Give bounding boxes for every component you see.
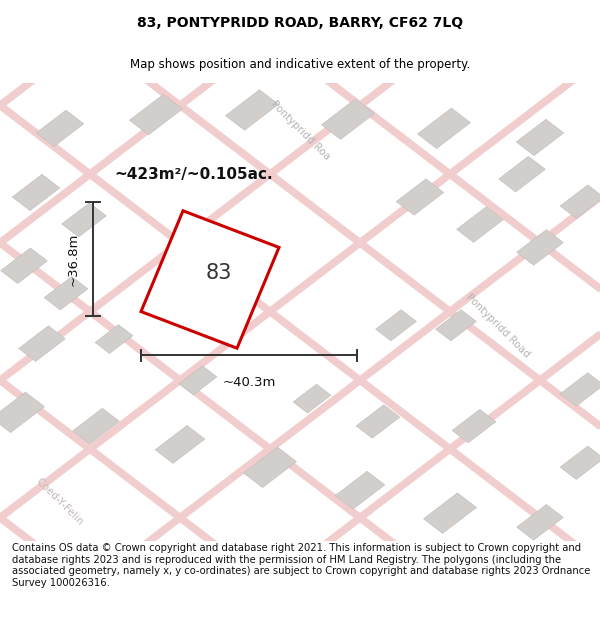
Text: 83: 83 xyxy=(206,262,232,282)
Polygon shape xyxy=(1,248,47,284)
Polygon shape xyxy=(179,366,217,395)
Polygon shape xyxy=(457,207,503,242)
Polygon shape xyxy=(418,108,470,149)
Text: Map shows position and indicative extent of the property.: Map shows position and indicative extent… xyxy=(130,58,470,71)
Polygon shape xyxy=(560,446,600,479)
Polygon shape xyxy=(335,471,385,509)
Text: ~423m²/~0.105ac.: ~423m²/~0.105ac. xyxy=(114,167,272,182)
Polygon shape xyxy=(396,179,444,215)
Polygon shape xyxy=(376,310,416,341)
Polygon shape xyxy=(452,409,496,442)
Polygon shape xyxy=(499,156,545,192)
Polygon shape xyxy=(73,408,119,444)
Polygon shape xyxy=(356,405,400,438)
Polygon shape xyxy=(130,94,182,135)
Text: Pontypridd Roa: Pontypridd Roa xyxy=(269,99,331,162)
Polygon shape xyxy=(19,326,65,361)
Text: Coed-Y-Felin: Coed-Y-Felin xyxy=(34,476,86,528)
Text: Pontypridd Road: Pontypridd Road xyxy=(464,291,532,359)
Polygon shape xyxy=(322,99,374,139)
Text: 83, PONTYPRIDD ROAD, BARRY, CF62 7LQ: 83, PONTYPRIDD ROAD, BARRY, CF62 7LQ xyxy=(137,16,463,30)
Polygon shape xyxy=(141,211,279,348)
Polygon shape xyxy=(424,493,476,533)
Polygon shape xyxy=(95,324,133,354)
Polygon shape xyxy=(517,504,563,540)
Polygon shape xyxy=(517,229,563,265)
Polygon shape xyxy=(155,426,205,463)
Polygon shape xyxy=(36,110,84,146)
Text: Contains OS data © Crown copyright and database right 2021. This information is : Contains OS data © Crown copyright and d… xyxy=(12,543,590,588)
Polygon shape xyxy=(12,174,60,211)
Polygon shape xyxy=(244,447,296,488)
Polygon shape xyxy=(44,276,88,310)
Text: ~36.8m: ~36.8m xyxy=(67,232,80,286)
Polygon shape xyxy=(516,119,564,156)
Polygon shape xyxy=(62,203,106,237)
Polygon shape xyxy=(293,384,331,413)
Polygon shape xyxy=(0,392,44,432)
Polygon shape xyxy=(560,185,600,218)
Text: ~40.3m: ~40.3m xyxy=(223,376,275,389)
Polygon shape xyxy=(560,372,600,406)
Polygon shape xyxy=(226,90,278,130)
Polygon shape xyxy=(436,310,476,341)
